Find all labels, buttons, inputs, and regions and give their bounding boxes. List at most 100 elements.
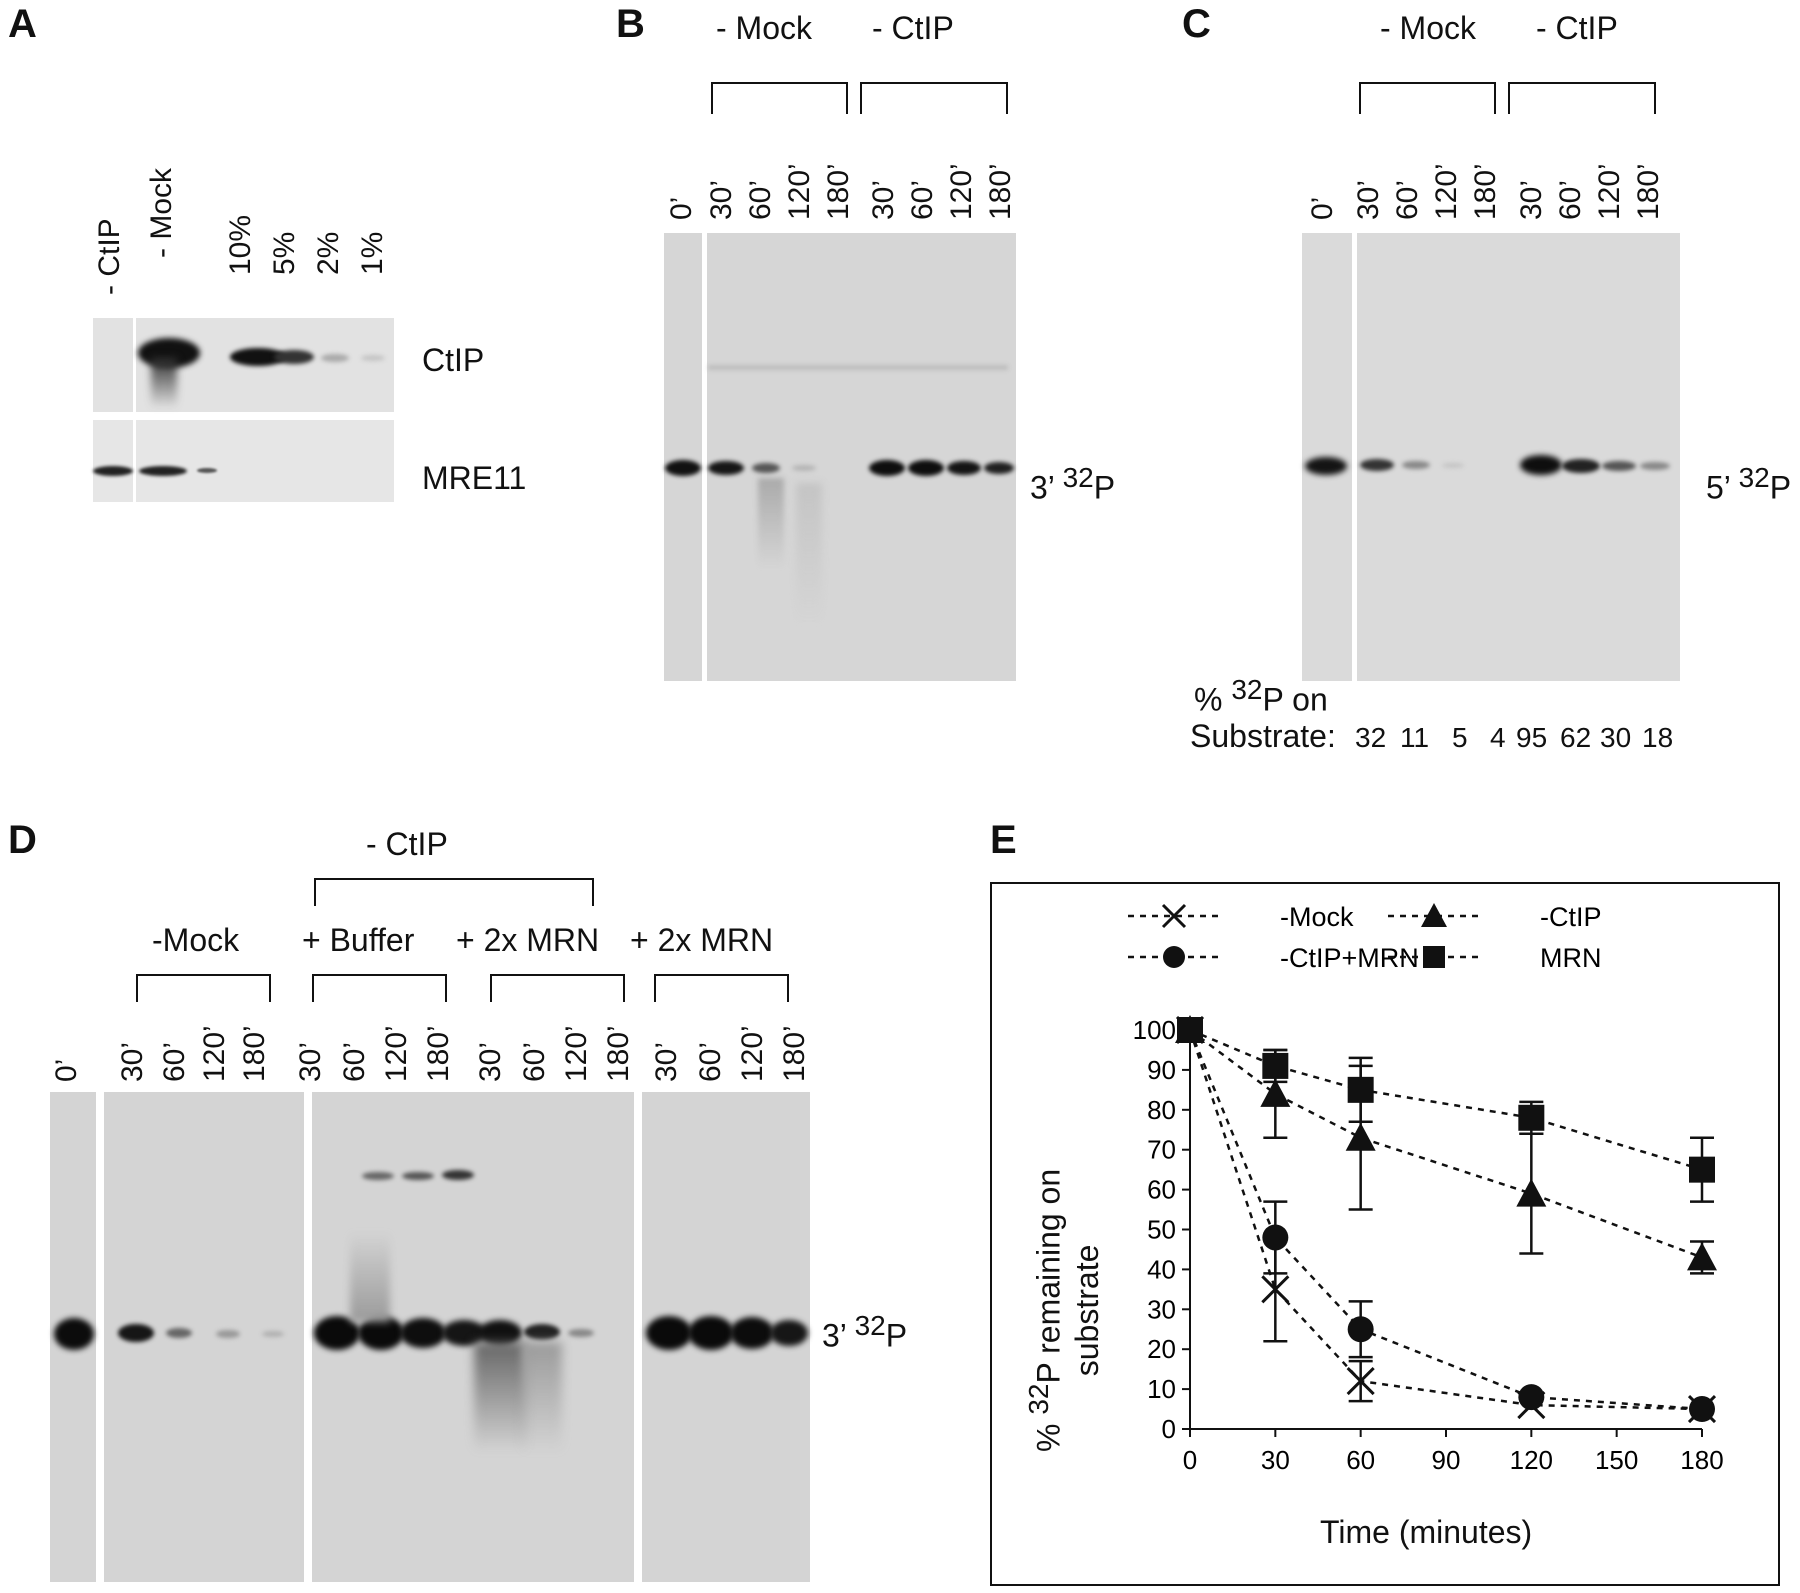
y-tick-label: 70 [1147, 1135, 1176, 1165]
data-point [1261, 1275, 1290, 1304]
data-point [1689, 1396, 1715, 1423]
group-bracket [136, 974, 271, 1002]
data-point [1345, 1122, 1376, 1151]
group-label-top: - CtIP [366, 826, 448, 862]
lane-label: 180’ [984, 163, 1017, 220]
lane-label: 120’ [560, 1025, 593, 1082]
lane-label: 0’ [665, 196, 698, 220]
marker-label: 3’ 32P [1030, 462, 1116, 506]
data-point [1518, 1104, 1545, 1131]
quant-value: 30 [1600, 722, 1632, 753]
gel-c [1302, 233, 1680, 681]
lane-label: 0’ [1306, 196, 1339, 220]
group-bracket [654, 974, 789, 1002]
lane-label: 30’ [1515, 179, 1548, 220]
line-chart: 0 10 20 30 40 50 60 70 80 90 100 0 30 60 90 120 150 180 -M… [1128, 902, 1724, 1475]
series-line [1188, 1029, 1703, 1411]
y-tick-label: 10 [1147, 1374, 1176, 1404]
group-bracket [312, 974, 447, 1002]
legend-label: -CtIP [1540, 902, 1602, 932]
lane-label: 60’ [158, 1041, 191, 1082]
y-tick-label: 30 [1147, 1294, 1176, 1324]
quant-label-line1: % 32P on [1194, 674, 1328, 718]
data-point [1262, 1052, 1289, 1079]
y-tick-label: 80 [1147, 1095, 1176, 1125]
mre11-blot [93, 420, 394, 502]
data-point [1518, 1384, 1545, 1411]
x-axis-label: Time (minutes) [1320, 1514, 1533, 1550]
x-tick-label: 120 [1510, 1445, 1553, 1475]
group-label: -Mock [152, 922, 240, 958]
lane-label: 60’ [906, 179, 939, 220]
group-bracket [1359, 82, 1496, 114]
group-bracket [860, 82, 1008, 114]
group-label: + 2x MRN [630, 922, 774, 958]
lane-label: 30’ [867, 179, 900, 220]
lane-label: 180’ [778, 1025, 811, 1082]
lane-label: 60’ [1554, 179, 1587, 220]
quant-value: 5 [1452, 722, 1468, 753]
group-label: - Mock [716, 10, 812, 46]
data-point [1346, 1367, 1375, 1396]
data-point [1260, 1078, 1291, 1107]
lane-label: 60’ [694, 1041, 727, 1082]
lane-label: 180’ [1632, 163, 1665, 220]
lane-label: 30’ [705, 179, 738, 220]
lane-label: 0’ [50, 1058, 83, 1082]
x-tick-label: 60 [1346, 1445, 1375, 1475]
lane-label: 120’ [1430, 163, 1463, 220]
lane-label: 60’ [338, 1041, 371, 1082]
group-label: - CtIP [1536, 10, 1618, 46]
group-label: - Mock [1380, 10, 1476, 46]
group-bracket [314, 878, 594, 906]
legend-marker [1423, 946, 1445, 968]
legend-label: MRN [1540, 943, 1602, 973]
data-point [1262, 1224, 1289, 1251]
x-tick-label: 150 [1595, 1445, 1638, 1475]
lane-label: 30’ [294, 1041, 327, 1082]
legend-marker [1163, 946, 1185, 968]
lane-label: 1% [356, 231, 389, 275]
lane-label: 60’ [744, 179, 777, 220]
chart-frame [990, 882, 1780, 1586]
lane-label: 30’ [474, 1041, 507, 1082]
blot-label-ctip: CtIP [422, 342, 485, 378]
panel-label-a: A [8, 2, 37, 46]
quant-value: 95 [1516, 722, 1548, 753]
legend-marker [1421, 903, 1447, 927]
x-tick-label: 0 [1183, 1445, 1197, 1475]
legend-label: -CtIP+MRN [1280, 943, 1419, 973]
lane-label: 120’ [945, 163, 978, 220]
quant-value: 4 [1490, 722, 1506, 753]
group-label: + 2x MRN [456, 922, 600, 958]
quant-value: 32 [1355, 722, 1387, 753]
data-point [1347, 1076, 1374, 1103]
lane-label: 180’ [822, 163, 855, 220]
quant-value: 18 [1642, 722, 1674, 753]
lane-label: 10% [224, 214, 257, 275]
quant-value: 62 [1560, 722, 1592, 753]
lane-label: - Mock [145, 168, 178, 258]
quant-value: 11 [1400, 722, 1430, 753]
data-point [1177, 1017, 1203, 1043]
data-point [1689, 1156, 1715, 1183]
x-tick-label: 30 [1261, 1445, 1290, 1475]
lane-label: 180’ [602, 1025, 635, 1082]
lane-label: 180’ [238, 1025, 271, 1082]
y-tick-label: 0 [1162, 1414, 1176, 1444]
group-bracket [1508, 82, 1656, 114]
lane-label: 30’ [650, 1041, 683, 1082]
x-tick-label: 90 [1432, 1445, 1461, 1475]
panel-label-c: C [1182, 2, 1211, 46]
panel-label-d: D [8, 818, 37, 862]
ctip-blot [93, 318, 394, 412]
marker-label: 3’ 32P [822, 1310, 908, 1354]
y-tick-label: 60 [1147, 1175, 1176, 1205]
gel-b [664, 233, 1016, 681]
lane-label: 120’ [783, 163, 816, 220]
lane-label: 180’ [1469, 163, 1502, 220]
lane-label: 2% [312, 231, 345, 275]
blot-label-mre11: MRE11 [422, 460, 527, 496]
y-tick-label: 20 [1147, 1334, 1176, 1364]
legend-marker [1161, 903, 1187, 929]
